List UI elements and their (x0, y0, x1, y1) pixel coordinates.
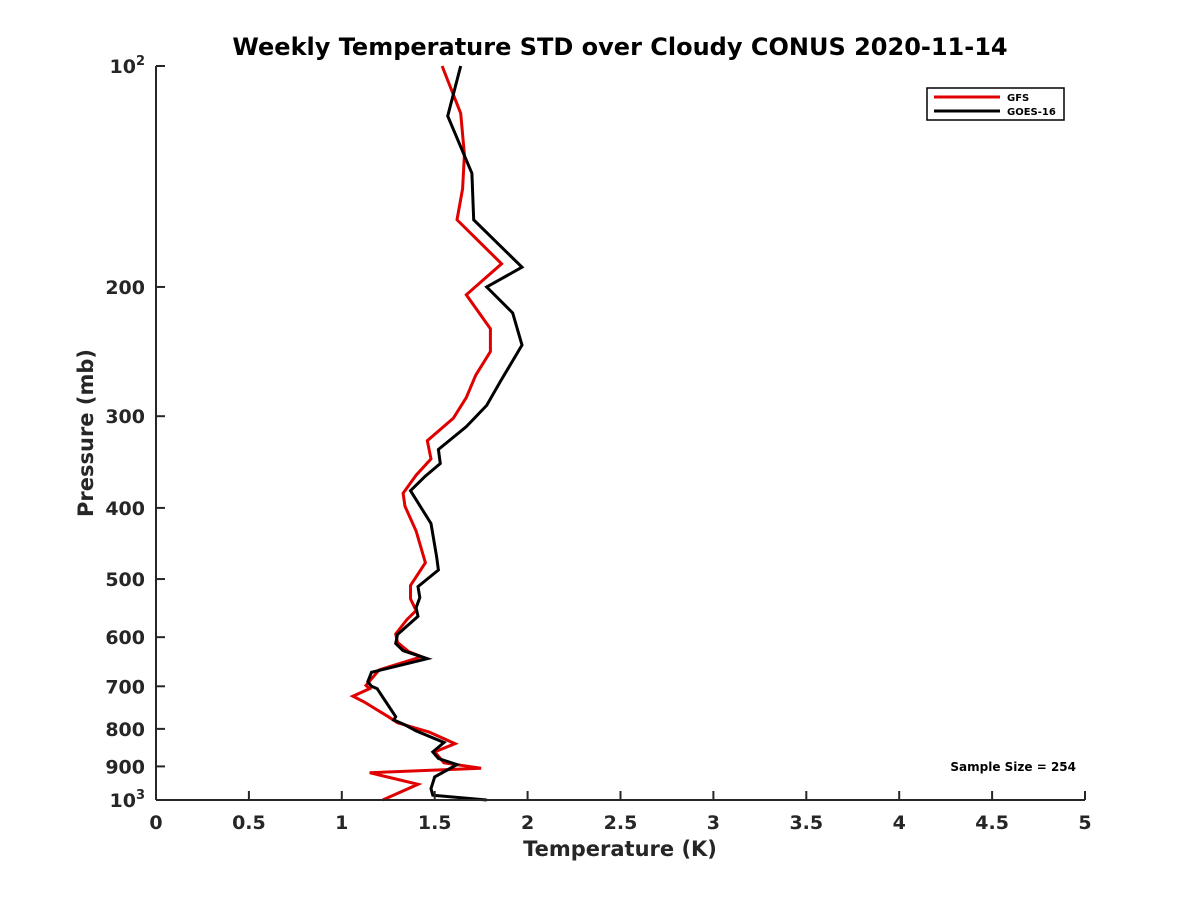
series-line-gfs (349, 65, 504, 802)
x-axis-label: Temperature (K) (523, 837, 717, 861)
y-tick-label: 200 (105, 277, 145, 299)
x-tick-label: 4 (893, 812, 906, 834)
y-tick-label: 800 (105, 719, 145, 741)
x-tick-label: 1.5 (418, 812, 452, 834)
legend: GFS GOES-16 (926, 87, 1065, 121)
x-tick-label: 1 (335, 812, 348, 834)
x-tick-label: 2.5 (604, 812, 638, 834)
x-tick-label: 4.5 (975, 812, 1009, 834)
legend-box (926, 87, 1065, 121)
x-tick-label: 3 (707, 812, 720, 834)
y-tick-label: 102 (110, 54, 146, 78)
y-tick-label: 700 (105, 676, 145, 698)
x-tick-label: 0.5 (232, 812, 266, 834)
y-tick-label: 103 (110, 788, 146, 812)
chart-title: Weekly Temperature STD over Cloudy CONUS… (232, 33, 1007, 61)
y-tick-label: 600 (105, 627, 145, 649)
legend-entry-label: GOES-16 (1007, 107, 1056, 118)
y-tick-label: 900 (105, 756, 145, 778)
sample-size-annotation: Sample Size = 254 (950, 760, 1076, 774)
y-tick-label: 300 (105, 406, 145, 428)
series-line-goes-16 (366, 65, 525, 802)
x-tick-label: 5 (1078, 812, 1091, 834)
x-tick-label: 3.5 (789, 812, 823, 834)
x-tick-label: 2 (521, 812, 534, 834)
legend-entry-label: GFS (1007, 93, 1029, 104)
y-ticks: 102 200 300 400 500 600 700 800 900 103 (105, 54, 165, 812)
y-axis-label: Pressure (mb) (74, 349, 98, 517)
x-tick-label: 0 (149, 812, 162, 834)
y-tick-label: 400 (105, 498, 145, 520)
x-ticks: 0 0.5 1 1.5 2 2.5 3 3.5 4 4.5 5 (149, 791, 1092, 834)
y-tick-label: 500 (105, 569, 145, 591)
plot-lines (349, 65, 525, 802)
